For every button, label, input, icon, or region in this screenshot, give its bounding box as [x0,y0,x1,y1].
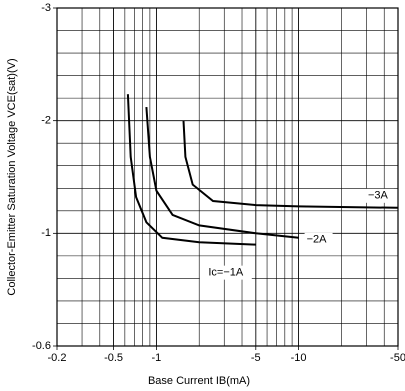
x-tick-label: -0.2 [48,352,67,364]
label-bg [366,188,394,203]
series-label: −2A [307,234,328,246]
curve [145,107,299,239]
y-tick-label: -3 [41,2,51,14]
y-tick-label: -2 [41,115,51,127]
x-tick-label: -50 [390,352,405,364]
y-axis-label: Collector-Emitter Saturation Voltage VCE… [6,58,18,295]
curve [126,94,256,246]
x-tick-label: -1 [152,352,162,364]
y-tick-label: -1 [41,227,51,239]
series-label: Ic=−1A [208,267,244,279]
label-bg [199,265,252,280]
y-tick-label: -0.6 [32,340,51,352]
x-axis-label: Base Current IB(mA) [148,375,250,387]
label-bg [304,232,333,247]
plot-frame [56,7,399,347]
series-label: −3A [368,190,389,202]
x-tick-label: -0.5 [104,352,123,364]
curve [182,120,399,209]
x-tick-label: -10 [291,352,307,364]
x-tick-label: -5 [251,352,261,364]
